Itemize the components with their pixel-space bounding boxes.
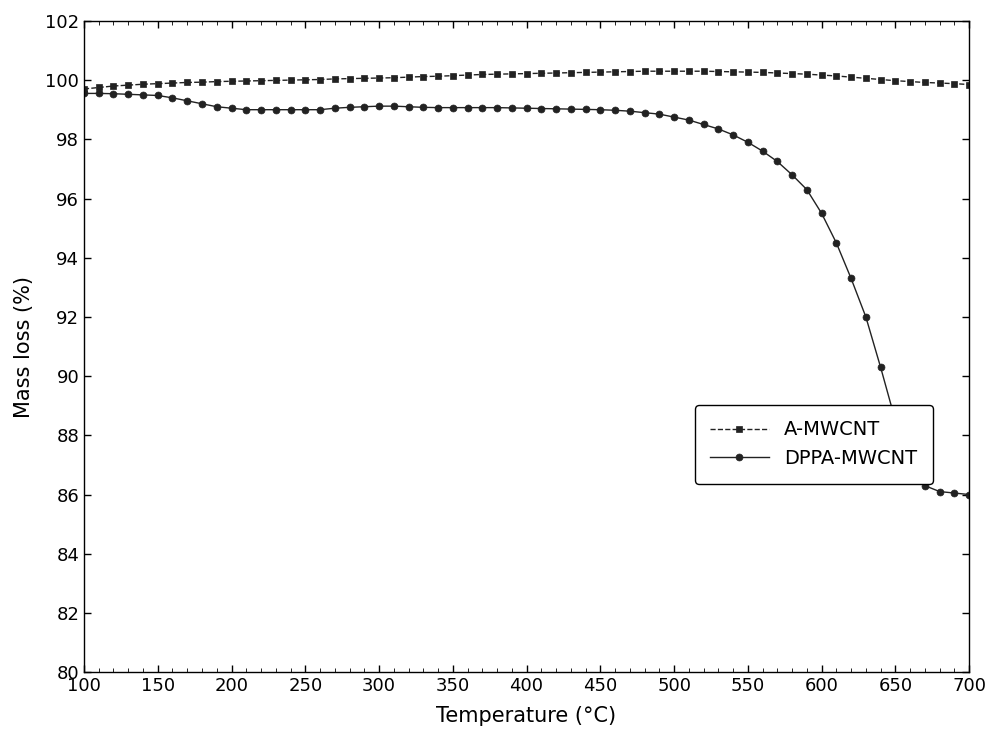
A-MWCNT [78, 84, 90, 93]
DPPA-MWCNT [963, 490, 975, 499]
X-axis label: Temperature (°C): Temperature (°C) [436, 706, 617, 726]
A-MWCNT [255, 76, 267, 85]
Line: A-MWCNT: A-MWCNT [81, 68, 973, 92]
DPPA-MWCNT [845, 274, 857, 283]
DPPA-MWCNT [255, 105, 267, 114]
A-MWCNT [609, 67, 621, 76]
DPPA-MWCNT [550, 104, 562, 113]
Y-axis label: Mass loss (%): Mass loss (%) [14, 275, 34, 417]
A-MWCNT [639, 67, 651, 75]
A-MWCNT [388, 73, 400, 82]
DPPA-MWCNT [285, 105, 297, 114]
DPPA-MWCNT [78, 89, 90, 98]
A-MWCNT [285, 75, 297, 84]
A-MWCNT [550, 69, 562, 78]
Line: DPPA-MWCNT: DPPA-MWCNT [81, 90, 973, 498]
A-MWCNT [860, 74, 872, 83]
Legend: A-MWCNT, DPPA-MWCNT: A-MWCNT, DPPA-MWCNT [695, 405, 933, 484]
DPPA-MWCNT [388, 101, 400, 110]
DPPA-MWCNT [609, 106, 621, 115]
A-MWCNT [963, 80, 975, 89]
